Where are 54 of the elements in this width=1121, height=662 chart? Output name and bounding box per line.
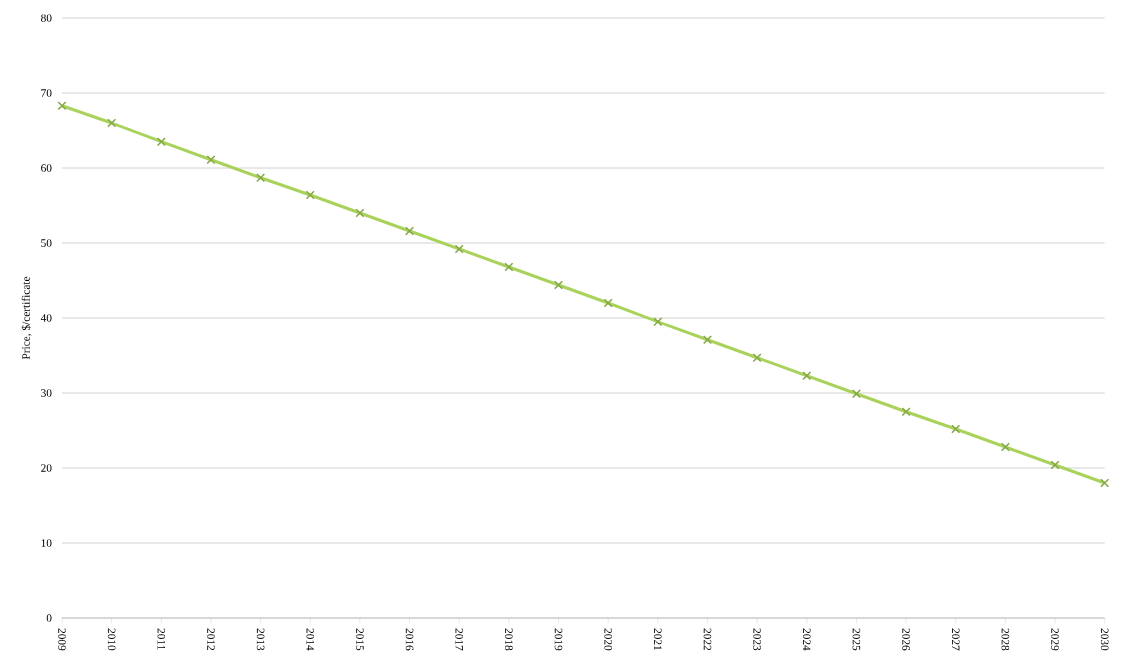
point bbox=[404, 226, 415, 236]
y-tick-label: 10 bbox=[41, 539, 52, 547]
x-tick-label: 2023 bbox=[753, 628, 761, 651]
point bbox=[57, 101, 67, 111]
point bbox=[107, 118, 117, 128]
x-tick-label: 2012 bbox=[207, 628, 215, 651]
point bbox=[603, 298, 613, 308]
point bbox=[1050, 460, 1060, 470]
x-tick-label: 2018 bbox=[505, 628, 513, 651]
x-tick-label: 2009 bbox=[58, 628, 66, 651]
x-tick-label: 2020 bbox=[604, 628, 612, 651]
y-tick-label: 70 bbox=[41, 89, 52, 97]
x-tick-label: 2019 bbox=[554, 628, 563, 651]
x-tick-label: 2017 bbox=[455, 628, 464, 651]
y-tick-label: 60 bbox=[41, 164, 52, 172]
x-tick-label: 2026 bbox=[902, 628, 910, 651]
point bbox=[702, 335, 713, 345]
x-tick-label: 2024 bbox=[802, 628, 811, 651]
x-tick-label: 2015 bbox=[356, 628, 364, 651]
y-tick-label: 20 bbox=[41, 464, 52, 472]
point bbox=[1000, 442, 1010, 452]
point bbox=[901, 407, 911, 417]
point bbox=[653, 317, 663, 327]
x-tick-label: 2010 bbox=[107, 628, 116, 651]
x-tick-label: 2029 bbox=[1051, 628, 1059, 651]
point bbox=[752, 353, 762, 363]
point bbox=[851, 389, 861, 399]
y-tick-label: 80 bbox=[41, 14, 52, 22]
point bbox=[355, 208, 365, 218]
point bbox=[454, 244, 464, 254]
point bbox=[553, 280, 564, 290]
x-tick-label: 2022 bbox=[703, 628, 712, 651]
point bbox=[256, 173, 266, 183]
y-tick-label: 0 bbox=[46, 614, 52, 622]
x-tick-label: 2021 bbox=[654, 628, 662, 651]
x-tick-label: 2013 bbox=[256, 628, 265, 651]
point bbox=[504, 262, 514, 272]
point bbox=[1100, 478, 1110, 488]
y-tick-label: 40 bbox=[40, 314, 52, 322]
x-tick-label: 2028 bbox=[1001, 628, 1010, 651]
x-tick-label: 2011 bbox=[157, 628, 166, 650]
y-axis-title: Price, $/certificate bbox=[21, 276, 32, 360]
x-tick-label: 2016 bbox=[405, 628, 414, 651]
x-tick-label: 2014 bbox=[306, 628, 315, 651]
x-tick-label: 2027 bbox=[951, 628, 960, 651]
y-tick-label: 50 bbox=[41, 239, 52, 247]
point bbox=[206, 155, 216, 165]
point bbox=[951, 424, 961, 434]
x-tick-label: 2025 bbox=[852, 628, 861, 651]
point bbox=[305, 190, 315, 200]
point bbox=[802, 371, 812, 381]
y-tick-label: 30 bbox=[41, 389, 52, 397]
x-tick-label: 2030 bbox=[1100, 628, 1109, 651]
point bbox=[156, 137, 166, 147]
